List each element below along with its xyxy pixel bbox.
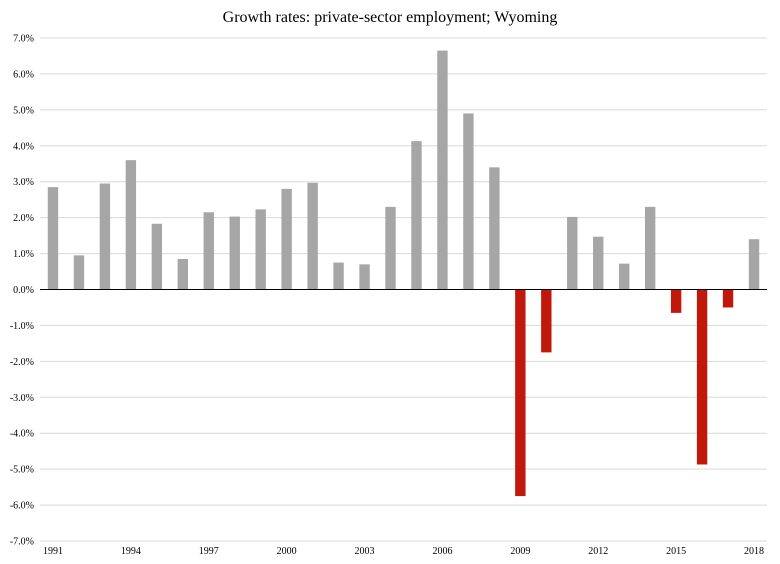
bar-1998 <box>229 216 240 290</box>
bar-1992 <box>73 255 85 290</box>
bar-2009 <box>515 289 526 497</box>
bar-2018 <box>748 239 760 290</box>
x-tick-label: 2012 <box>588 546 608 557</box>
bar-1997 <box>203 212 214 290</box>
gridlines <box>40 37 767 542</box>
x-tick-label: 1994 <box>121 546 141 557</box>
x-tick-label: 2000 <box>277 546 297 557</box>
y-tick-label: -6.0% <box>10 501 34 512</box>
bar-1999 <box>255 209 266 290</box>
y-tick-label: -7.0% <box>10 537 34 548</box>
chart-title: Growth rates: private-sector employment;… <box>223 9 558 26</box>
y-tick-label: 5.0% <box>13 105 34 116</box>
bar-2017 <box>722 289 734 308</box>
bar-2016 <box>696 289 708 465</box>
y-tick-label: 2.0% <box>13 213 34 224</box>
bar-2008 <box>489 167 500 290</box>
y-tick-label: -4.0% <box>10 429 34 440</box>
x-tick-label: 2018 <box>744 546 764 557</box>
y-tick-label: 1.0% <box>13 249 34 260</box>
y-tick-label: -3.0% <box>10 393 34 404</box>
bar-1994 <box>125 160 137 290</box>
bar-2014 <box>644 206 656 290</box>
bar-2006 <box>437 50 448 290</box>
x-axis-tick-labels: 1991 1994 1997 2000 2003 2006 2009 2012 2015 2018 <box>43 546 764 557</box>
y-axis-tick-labels: -7.0% -6.0% -5.0% -4.0% -3.0% -2.0% -1.0% 0.0% 1… <box>10 34 34 548</box>
bar-1993 <box>99 183 111 290</box>
x-tick-label: 2009 <box>510 546 530 557</box>
bar-2005 <box>411 141 422 290</box>
y-tick-label: -2.0% <box>10 357 34 368</box>
bar-2015 <box>670 289 682 313</box>
bar-2011 <box>567 216 578 290</box>
bar-2000 <box>281 188 292 290</box>
x-tick-label: 1997 <box>199 546 219 557</box>
y-tick-label: 0.0% <box>13 285 34 296</box>
bar-2001 <box>307 182 318 290</box>
bar-2013 <box>619 263 630 290</box>
y-tick-label: 3.0% <box>13 177 34 188</box>
bar-2003 <box>359 264 370 290</box>
bar-2002 <box>333 262 344 290</box>
x-tick-label: 2015 <box>666 546 686 557</box>
x-tick-label: 1991 <box>43 546 63 557</box>
bar-1996 <box>177 258 188 290</box>
x-tick-label: 2003 <box>355 546 375 557</box>
y-tick-label: -1.0% <box>10 321 34 332</box>
y-tick-label: 7.0% <box>13 34 34 45</box>
bars <box>47 50 760 497</box>
bar-2004 <box>385 206 396 290</box>
y-tick-label: -5.0% <box>10 465 34 476</box>
bar-1995 <box>151 223 163 290</box>
bar-2007 <box>463 113 474 290</box>
bar-1991 <box>47 187 59 290</box>
bar-2010 <box>541 289 552 353</box>
y-tick-label: 4.0% <box>13 141 34 152</box>
x-tick-label: 2006 <box>432 546 452 557</box>
y-tick-label: 6.0% <box>13 69 34 80</box>
bar-2012 <box>593 236 604 290</box>
